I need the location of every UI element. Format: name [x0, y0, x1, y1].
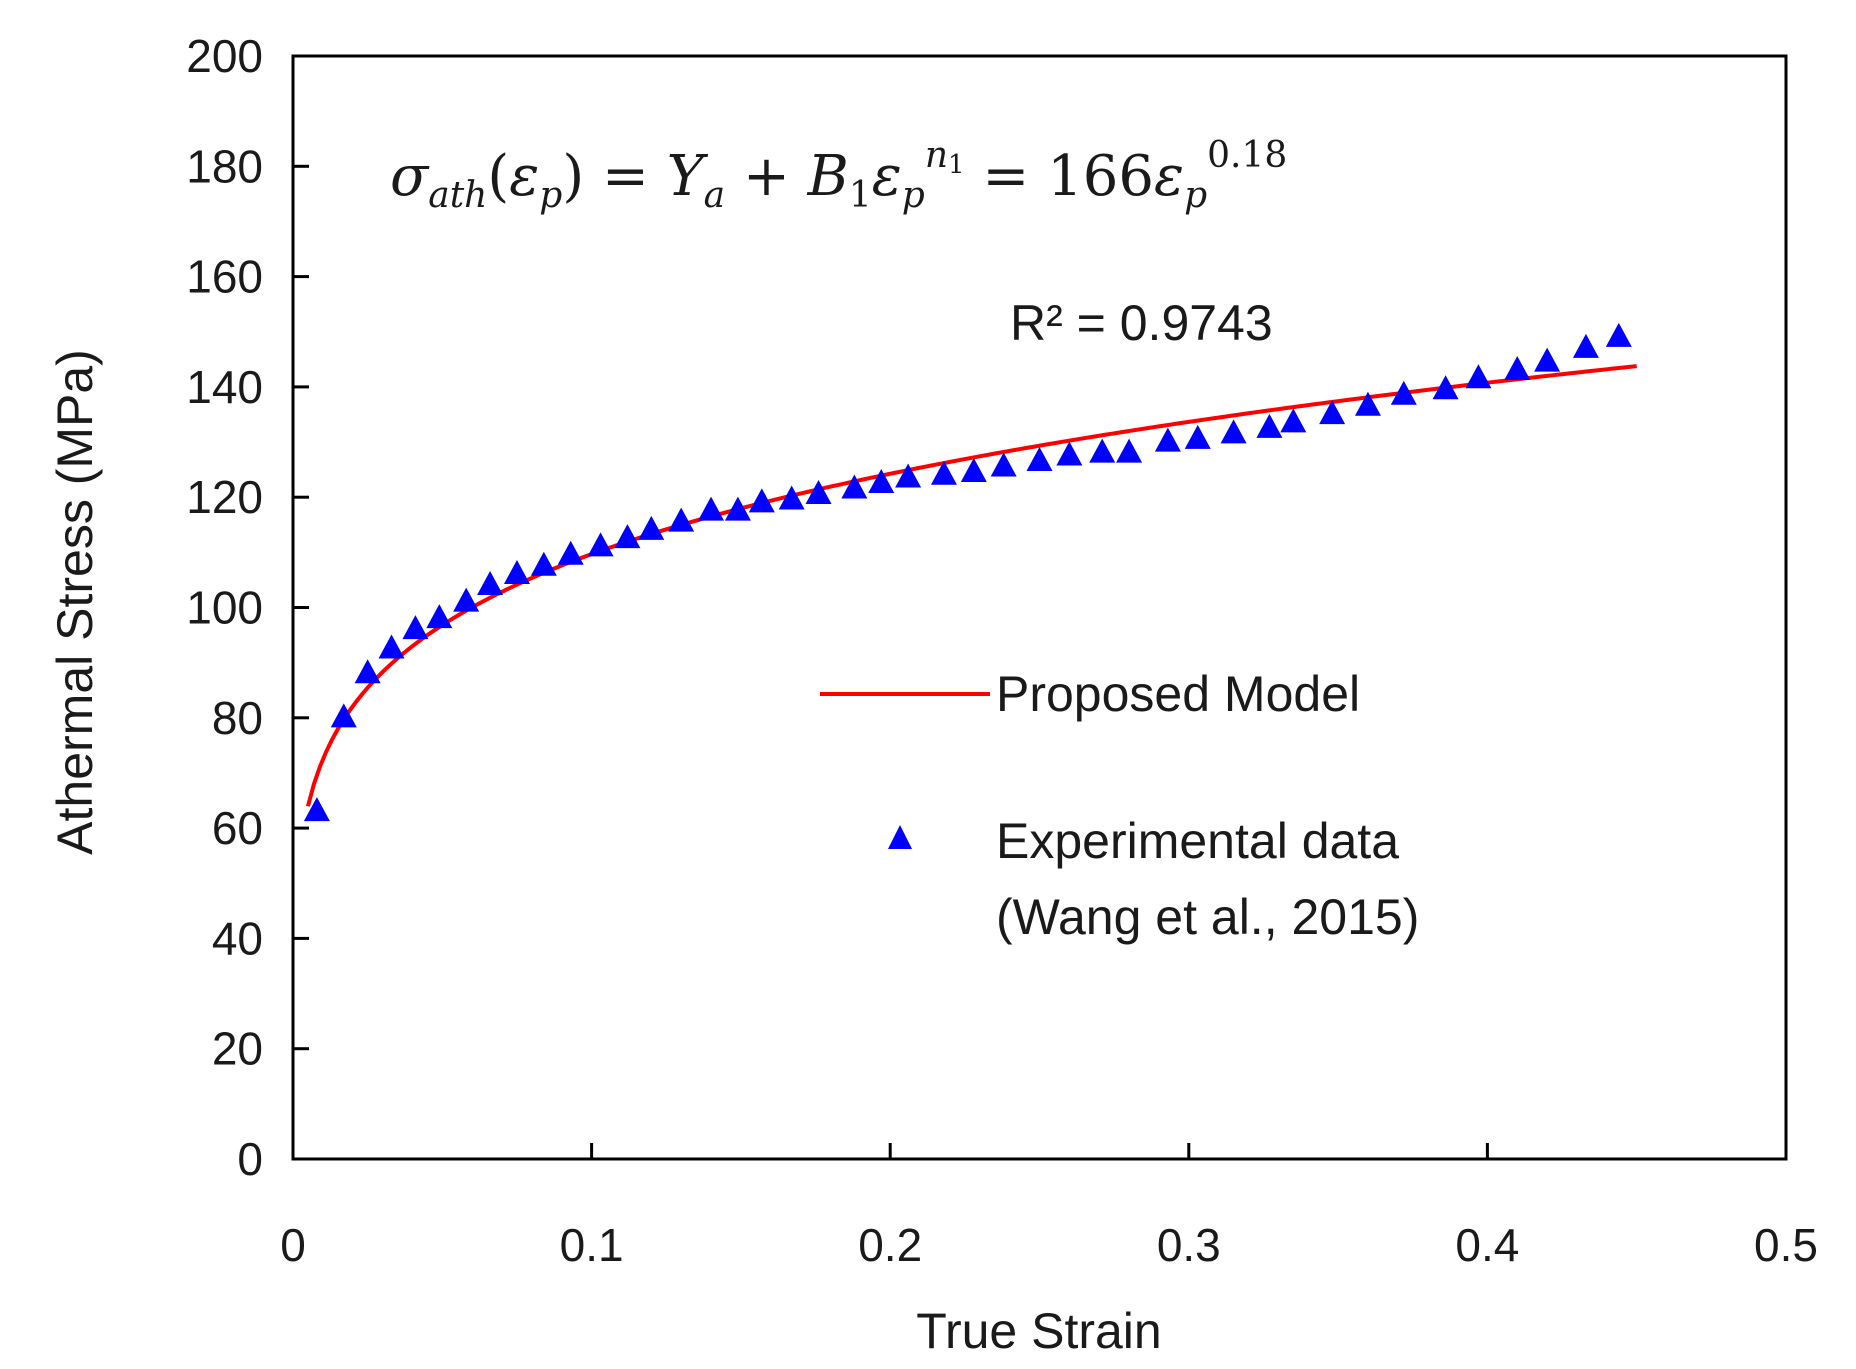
experimental-data-point — [895, 463, 922, 488]
experimental-data-point — [1116, 438, 1143, 463]
experimental-data-point — [1534, 347, 1561, 372]
experimental-data-point — [1056, 441, 1083, 466]
x-axis-title: True Strain — [916, 1303, 1161, 1359]
experimental-data-point — [557, 540, 584, 565]
x-tick-label: 0.5 — [1754, 1219, 1818, 1271]
experimental-data-point — [477, 571, 504, 596]
plot-frame — [291, 54, 1788, 1161]
points-layer — [303, 322, 1632, 822]
experimental-data-point — [805, 480, 832, 505]
legend-experimental-marker — [888, 825, 912, 849]
experimental-data-point — [841, 474, 868, 499]
experimental-data-point — [530, 551, 557, 576]
ticks-layer: 0 20 40 60 80 100 120 140 160 180 200 0 0.1 0.2 0.3 0.4… — [186, 30, 1818, 1271]
y-tick-label: 180 — [186, 140, 263, 192]
experimental-data-point — [1504, 355, 1531, 380]
y-tick-label: 160 — [186, 251, 263, 303]
experimental-data-point — [426, 604, 453, 629]
y-tick-label: 200 — [186, 30, 263, 82]
experimental-data-point — [330, 703, 357, 728]
experimental-data-point — [1184, 424, 1211, 449]
experimental-data-point — [930, 460, 957, 485]
x-tick-label: 0.1 — [560, 1219, 624, 1271]
experimental-data-point — [748, 488, 775, 513]
experimental-data-point — [724, 496, 751, 521]
y-tick-label: 80 — [212, 692, 263, 744]
experimental-data-point — [1280, 408, 1307, 433]
experimental-data-point — [1572, 333, 1599, 358]
y-axis-title: Athermal Stress (MPa) — [47, 349, 103, 855]
experimental-data-point — [1089, 438, 1116, 463]
legend-experimental-label-line2: (Wang et al., 2015) — [996, 889, 1419, 945]
experimental-data-point — [990, 452, 1017, 477]
x-tick-label: 0.4 — [1455, 1219, 1519, 1271]
x-tick-label: 0 — [280, 1219, 306, 1271]
experimental-data-point — [1432, 375, 1459, 400]
y-tick-label: 120 — [186, 471, 263, 523]
experimental-data-point — [1256, 413, 1283, 438]
experimental-data-point — [1354, 391, 1381, 416]
y-tick-label: 100 — [186, 582, 263, 634]
experimental-data-point — [1605, 322, 1632, 347]
y-tick-label: 60 — [212, 802, 263, 854]
experimental-data-point — [1026, 446, 1053, 471]
y-tick-label: 140 — [186, 361, 263, 413]
experimental-data-point — [1465, 364, 1492, 389]
experimental-data-point — [668, 507, 695, 532]
experimental-data-point — [614, 524, 641, 549]
legend-model-label: Proposed Model — [996, 666, 1360, 722]
r-squared-label: R² = 0.9743 — [1010, 295, 1273, 351]
y-tick-label: 40 — [212, 912, 263, 964]
experimental-data-point — [960, 457, 987, 482]
experimental-data-point — [868, 469, 895, 494]
experimental-data-point — [1220, 419, 1247, 444]
experimental-data-point — [587, 532, 614, 557]
experimental-data-point — [503, 560, 530, 585]
curve-layer — [305, 364, 1637, 807]
legend-experimental-label-line1: Experimental data — [996, 813, 1399, 869]
experimental-data-point — [698, 496, 725, 521]
legend: Proposed Model Experimental data (Wang e… — [820, 666, 1419, 945]
experimental-data-point — [453, 587, 480, 612]
experimental-data-point — [354, 659, 381, 684]
experimental-data-point — [402, 615, 429, 640]
experimental-data-point — [378, 634, 405, 659]
experimental-data-point — [778, 485, 805, 510]
experimental-data-point — [638, 515, 665, 540]
experimental-data-point — [1390, 380, 1417, 405]
y-tick-label: 20 — [212, 1023, 263, 1075]
experimental-data-point — [1319, 400, 1346, 425]
x-tick-label: 0.3 — [1157, 1219, 1221, 1271]
model-curve — [305, 364, 1637, 807]
model-equation: σath(εp) = Ya + B1εpn1 = 166εp0.18 — [390, 135, 1287, 216]
experimental-data-point — [1154, 427, 1181, 452]
experimental-data-point — [303, 797, 330, 822]
y-tick-label: 0 — [237, 1133, 263, 1185]
x-tick-label: 0.2 — [858, 1219, 922, 1271]
